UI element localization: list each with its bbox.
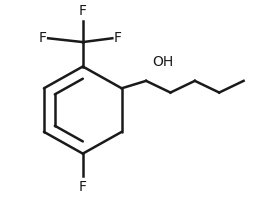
Text: F: F [38,31,46,45]
Text: F: F [79,180,87,194]
Text: OH: OH [152,55,174,69]
Text: F: F [79,4,87,18]
Text: F: F [114,31,122,45]
